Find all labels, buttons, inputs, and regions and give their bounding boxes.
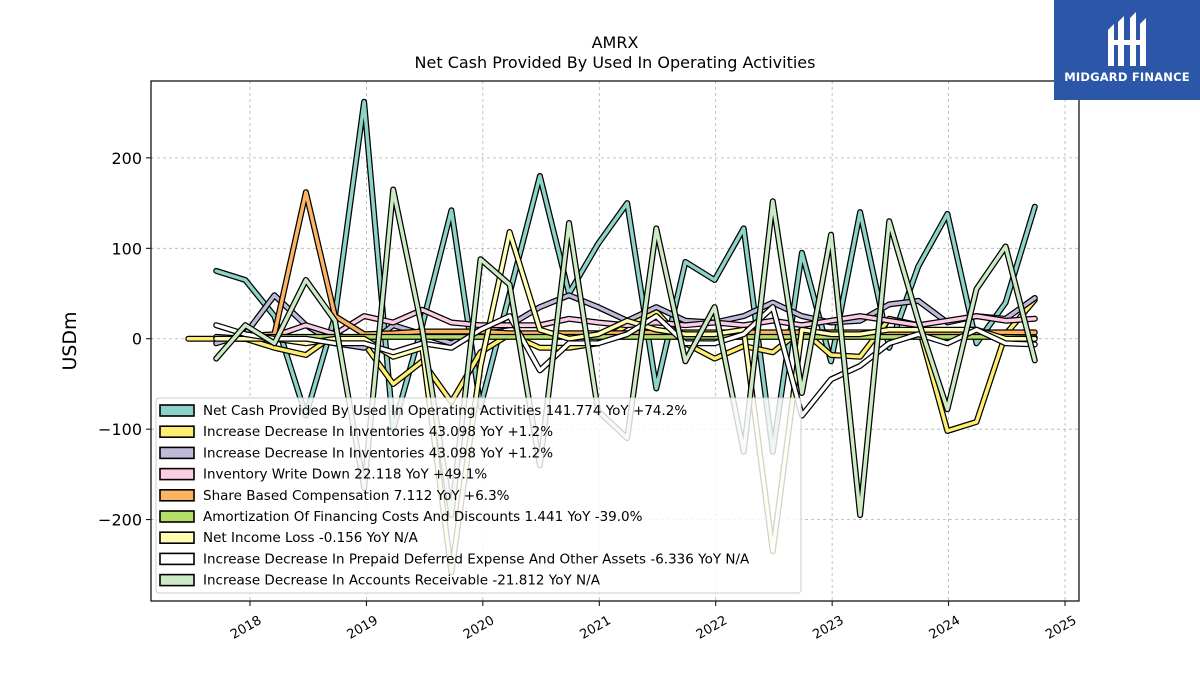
legend-item: Inventory Write Down 22.118 YoY +49.1% xyxy=(159,467,487,483)
y-tick-label: −100 xyxy=(98,420,142,439)
legend-item: Net Cash Provided By Used In Operating A… xyxy=(159,403,687,419)
legend-item: Net Income Loss -0.156 YoY N/A xyxy=(159,530,419,546)
x-tick-label: 2022 xyxy=(694,613,730,643)
legend-swatch xyxy=(159,446,195,460)
legend-label: Amortization Of Financing Costs And Disc… xyxy=(203,509,643,525)
series-line-stroke xyxy=(214,305,1037,418)
x-tick-label: 2020 xyxy=(461,613,497,643)
x-tick-label: 2024 xyxy=(927,613,963,643)
chart-title: AMRX xyxy=(592,33,639,52)
y-tick-label: 200 xyxy=(111,149,142,168)
y-tick-label: 100 xyxy=(111,239,142,258)
x-tick-label: 2019 xyxy=(345,613,381,643)
x-tick-label: 2021 xyxy=(577,613,613,643)
x-tick-label: 2018 xyxy=(228,613,264,643)
legend-item: Amortization Of Financing Costs And Disc… xyxy=(159,509,643,525)
series-line-stroke xyxy=(214,230,1037,574)
series-line xyxy=(213,304,1038,419)
y-axis-label: USDm xyxy=(59,311,81,370)
plot-frame xyxy=(150,80,1080,602)
legend-swatch xyxy=(159,404,195,417)
legend-swatch xyxy=(159,467,195,481)
legend-item: Share Based Compensation 7.112 YoY +6.3% xyxy=(159,488,510,504)
legend-label: Increase Decrease In Accounts Receivable… xyxy=(203,573,601,589)
logo-text: MIDGARD FINANCE xyxy=(1064,70,1190,84)
legend-label: Net Cash Provided By Used In Operating A… xyxy=(203,403,687,419)
legend-label: Increase Decrease In Inventories 43.098 … xyxy=(203,424,553,440)
legend-label: Net Income Loss -0.156 YoY N/A xyxy=(203,530,419,546)
legend-item: Increase Decrease In Inventories 43.098 … xyxy=(159,445,553,461)
legend-item: Increase Decrease In Inventories 43.098 … xyxy=(159,424,553,440)
legend-label: Increase Decrease In Prepaid Deferred Ex… xyxy=(203,551,750,567)
y-tick-label: −200 xyxy=(98,511,142,530)
legend-swatch xyxy=(159,425,195,439)
chart-subtitle: Net Cash Provided By Used In Operating A… xyxy=(415,53,816,72)
legend-swatch xyxy=(159,573,195,587)
legend-label: Inventory Write Down 22.118 YoY +49.1% xyxy=(203,467,487,483)
legend-item: Increase Decrease In Prepaid Deferred Ex… xyxy=(159,551,750,567)
logo-mark-icon xyxy=(1108,12,1146,66)
series-line-stroke xyxy=(214,308,1037,341)
legend-label: Increase Decrease In Inventories 43.098 … xyxy=(203,445,553,461)
x-tick-label: 2023 xyxy=(810,613,846,643)
legend-swatch xyxy=(159,531,195,545)
x-tick-label: 2025 xyxy=(1043,613,1079,643)
legend-swatch xyxy=(159,488,195,502)
legend-swatch xyxy=(159,552,195,566)
legend-label: Share Based Compensation 7.112 YoY +6.3% xyxy=(203,488,510,504)
series-line xyxy=(213,306,1038,342)
legend-box xyxy=(155,397,802,594)
legend-swatch xyxy=(159,510,195,523)
series-line xyxy=(213,229,1038,576)
legend-item: Increase Decrease In Accounts Receivable… xyxy=(159,573,601,589)
legend: Net Cash Provided By Used In Operating A… xyxy=(155,397,802,594)
y-tick-label: 0 xyxy=(132,330,142,349)
midgard-finance-logo: MIDGARD FINANCE xyxy=(1054,0,1200,100)
